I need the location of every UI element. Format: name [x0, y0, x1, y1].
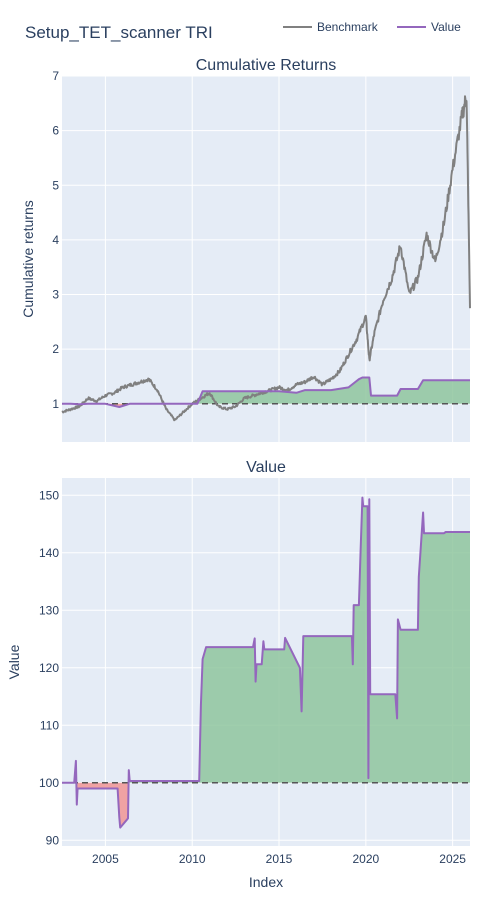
y-ticks-top: 1 2 3 4 5 6 7 [52, 69, 59, 411]
x-tick-label: 2010 [179, 852, 206, 866]
figure-title: Setup_TET_scanner TRI [25, 23, 213, 42]
y-tick-label: 140 [39, 546, 59, 560]
y-tick-label: 4 [52, 233, 59, 247]
y-tick-label: 3 [52, 288, 59, 302]
panel-cumulative-returns[interactable]: 1 2 3 4 5 6 7 Cumulative Returns Cumulative re… [20, 57, 471, 442]
series-line-value [62, 496, 470, 829]
y-tick-label: 130 [39, 603, 59, 617]
y-axis-title-top: Cumulative returns [20, 200, 36, 318]
x-ticks-bottom: 2005 2010 2015 2020 2025 [92, 852, 466, 866]
gain-area [62, 377, 470, 404]
x-tick-label: 2020 [352, 852, 379, 866]
y-tick-label: 5 [52, 178, 59, 192]
legend[interactable]: Benchmark Value [283, 20, 461, 34]
y-tick-label: 90 [46, 833, 60, 847]
loss-area [62, 782, 470, 828]
y-tick-label: 100 [39, 776, 59, 790]
legend-label-value[interactable]: Value [431, 20, 461, 34]
y-ticks-bottom: 90 100 110 120 130 140 150 [39, 488, 59, 847]
y-tick-label: 120 [39, 661, 59, 675]
panel-value[interactable]: 90 100 110 120 130 140 150 2005 2010 2015 2020 202… [6, 459, 470, 890]
y-tick-label: 2 [52, 342, 59, 356]
subplot-title-top: Cumulative Returns [196, 57, 337, 74]
series-top [61, 95, 471, 422]
y-axis-title-bottom: Value [6, 644, 22, 679]
series-line-value [62, 376, 470, 408]
subplot-title-bottom: Value [246, 459, 286, 476]
x-tick-label: 2015 [266, 852, 293, 866]
y-tick-label: 150 [39, 488, 59, 502]
x-tick-label: 2025 [439, 852, 466, 866]
y-tick-label: 7 [52, 69, 59, 83]
x-tick-label: 2005 [92, 852, 119, 866]
legend-label-benchmark[interactable]: Benchmark [317, 20, 379, 34]
y-tick-label: 6 [52, 124, 59, 138]
y-tick-label: 1 [52, 397, 59, 411]
x-axis-title: Index [249, 874, 283, 890]
series-line-benchmark [61, 95, 471, 422]
fills-top [62, 377, 470, 407]
y-tick-label: 110 [40, 718, 59, 732]
series-bottom [62, 496, 470, 829]
